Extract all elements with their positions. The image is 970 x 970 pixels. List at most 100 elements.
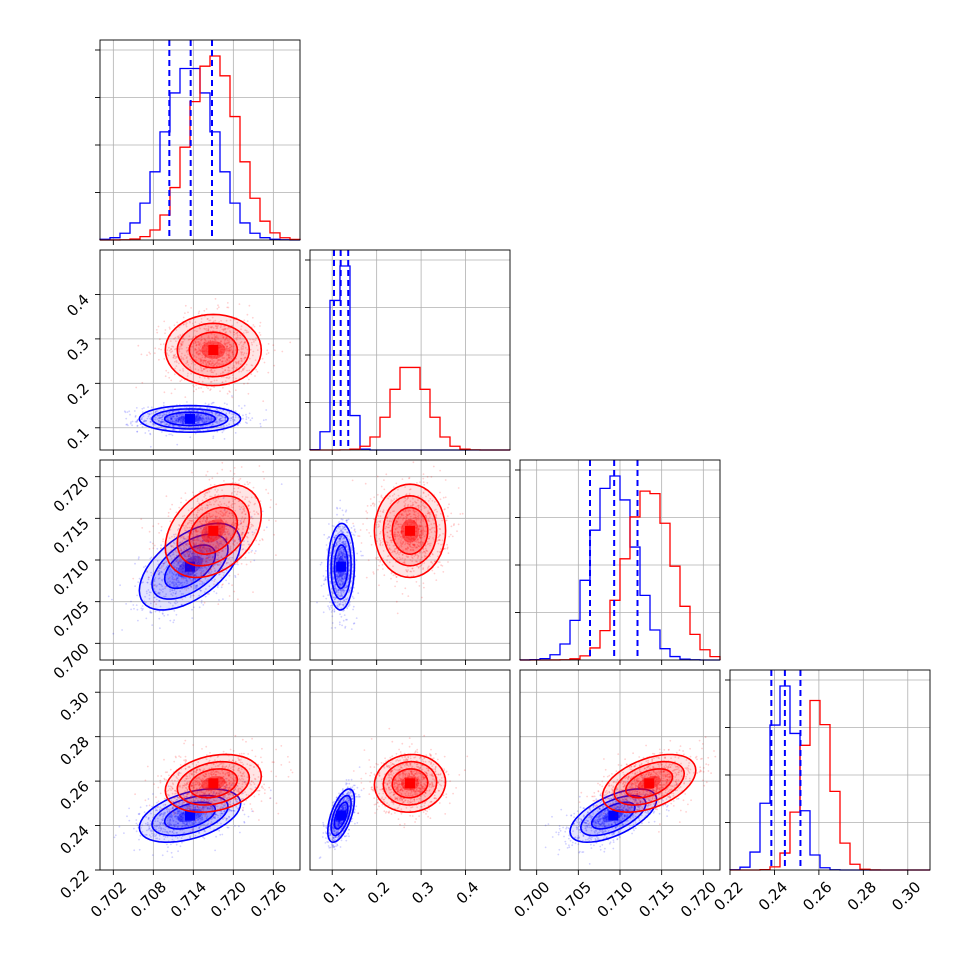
scatter-point [163,569,165,571]
scatter-point [158,326,160,328]
scatter-point [238,479,240,481]
scatter-point [189,436,191,438]
scatter-point [191,472,193,474]
scatter-point [87,415,89,417]
scatter-point [275,520,277,522]
scatter-point [260,500,262,502]
scatter-point [213,580,215,582]
scatter-point [339,507,341,509]
scatter-point [193,606,195,608]
scatter-point [173,619,175,621]
scatter-point [141,408,143,410]
scatter-point [229,391,231,393]
scatter-point [213,436,215,438]
scatter-point [342,519,344,521]
scatter-point [168,515,170,517]
scatter-point [141,608,143,610]
scatter-point [252,591,254,593]
scatter-point [368,559,370,561]
scatter-point [217,603,219,605]
scatter-point [259,332,261,334]
scatter-point [181,578,183,580]
scatter-point [149,433,151,435]
density-peak [185,414,195,424]
scatter-point [266,526,268,528]
scatter-point [202,391,204,393]
scatter-point [334,610,336,612]
scatter-point [327,538,329,540]
scatter-point [176,512,178,514]
scatter-point [154,352,156,354]
scatter-point [158,618,160,620]
scatter-point [173,610,175,612]
scatter-point [162,612,164,614]
scatter-point [230,470,232,472]
scatter-point [265,419,267,421]
scatter-point [343,620,345,622]
scatter-point [112,633,114,635]
scatter-point [227,302,229,304]
scatter-point [323,611,325,613]
scatter-point [212,437,214,439]
scatter-point [185,492,187,494]
scatter-point [226,572,228,574]
scatter-point [153,601,155,603]
scatter-point [251,417,253,419]
scatter-point [356,559,358,561]
scatter-point [352,609,354,611]
scatter-point [201,600,203,602]
scatter-point [159,611,161,613]
scatter-point [263,419,265,421]
scatter-point [325,570,327,572]
scatter-point [427,476,429,478]
scatter-point [143,407,145,409]
scatter-point [260,334,262,336]
scatter-point [167,372,169,374]
scatter-point [172,434,174,436]
scatter-point [354,534,356,536]
scatter-point [353,525,355,527]
scatter-point [228,583,230,585]
scatter-point [142,426,144,428]
scatter-point [207,388,209,390]
scatter-point [185,589,187,591]
scatter-point [185,305,187,307]
scatter-point [345,626,347,628]
scatter-point [353,606,355,608]
scatter-point [160,349,162,351]
scatter-point [163,343,165,345]
scatter-point [130,421,132,423]
scatter-point [246,416,248,418]
scatter-point [153,557,155,559]
scatter-point [222,387,224,389]
scatter-point [339,613,341,615]
scatter-point [423,481,425,483]
scatter-point [217,308,219,310]
scatter-point [323,575,325,577]
scatter-point [447,507,449,509]
scatter-point [222,583,224,585]
scatter-point [240,478,242,480]
scatter-point [381,486,383,488]
scatter-point [148,430,150,432]
scatter-point [158,523,160,525]
scatter-point [224,438,226,440]
scatter-point [342,510,344,512]
scatter-point [145,565,147,567]
scatter-point [353,597,355,599]
scatter-point [346,619,348,621]
scatter-point [260,322,262,324]
scatter-point [259,423,261,425]
scatter-point [155,611,157,613]
scatter-point [181,379,183,381]
scatter-point [252,317,254,319]
scatter-point [206,308,208,310]
scatter-point [144,432,146,434]
scatter-point [254,375,256,377]
scatter-point [150,541,152,543]
scatter-point [135,415,137,417]
scatter-point [141,354,143,356]
scatter-point [146,570,148,572]
scatter-point [160,548,162,550]
scatter-point [446,544,448,546]
